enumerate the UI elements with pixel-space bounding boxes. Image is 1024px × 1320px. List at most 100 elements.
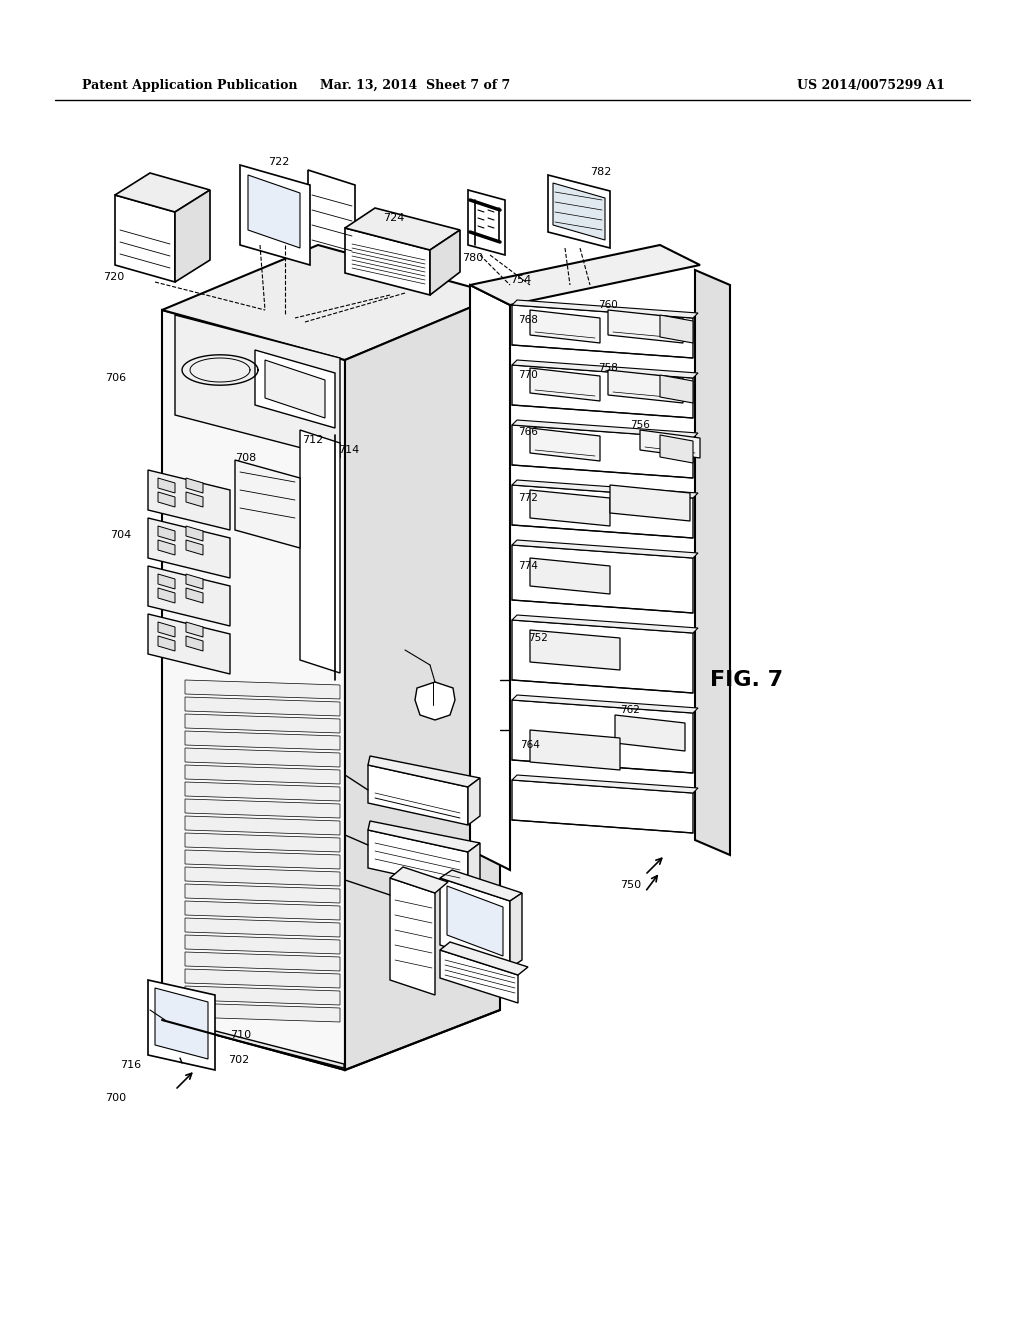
- Polygon shape: [148, 470, 230, 531]
- Polygon shape: [447, 886, 503, 956]
- Text: 710: 710: [230, 1030, 251, 1040]
- Polygon shape: [512, 366, 693, 418]
- Text: 754: 754: [510, 275, 531, 285]
- Polygon shape: [186, 587, 203, 603]
- Text: 752: 752: [528, 634, 548, 643]
- Polygon shape: [468, 190, 505, 255]
- Polygon shape: [186, 478, 203, 492]
- Text: FIG. 7: FIG. 7: [710, 671, 783, 690]
- Text: US 2014/0075299 A1: US 2014/0075299 A1: [797, 78, 945, 91]
- Polygon shape: [248, 176, 300, 248]
- Polygon shape: [185, 935, 340, 954]
- Polygon shape: [158, 587, 175, 603]
- Polygon shape: [415, 682, 455, 719]
- Polygon shape: [345, 228, 430, 294]
- Text: Patent Application Publication: Patent Application Publication: [82, 78, 298, 91]
- Polygon shape: [530, 730, 620, 770]
- Polygon shape: [186, 622, 203, 638]
- Text: 714: 714: [338, 445, 359, 455]
- Polygon shape: [470, 246, 700, 305]
- Polygon shape: [512, 425, 693, 478]
- Text: 702: 702: [228, 1055, 249, 1065]
- Polygon shape: [186, 492, 203, 507]
- Polygon shape: [185, 917, 340, 937]
- Text: 720: 720: [103, 272, 124, 282]
- Polygon shape: [148, 566, 230, 626]
- Polygon shape: [608, 370, 683, 403]
- Polygon shape: [162, 246, 500, 360]
- Text: Mar. 13, 2014  Sheet 7 of 7: Mar. 13, 2014 Sheet 7 of 7: [319, 78, 510, 91]
- Polygon shape: [512, 615, 698, 634]
- Polygon shape: [186, 574, 203, 589]
- Polygon shape: [185, 766, 340, 784]
- Text: 722: 722: [268, 157, 290, 168]
- Polygon shape: [158, 478, 175, 492]
- Polygon shape: [512, 360, 698, 378]
- Polygon shape: [368, 756, 480, 787]
- Polygon shape: [185, 697, 340, 715]
- Text: 706: 706: [105, 374, 126, 383]
- Polygon shape: [158, 574, 175, 589]
- Polygon shape: [512, 780, 693, 833]
- Text: 766: 766: [518, 426, 538, 437]
- Polygon shape: [185, 969, 340, 987]
- Polygon shape: [660, 315, 693, 343]
- Polygon shape: [300, 430, 340, 673]
- Polygon shape: [185, 714, 340, 733]
- Polygon shape: [185, 884, 340, 903]
- Text: 774: 774: [518, 561, 538, 572]
- Text: 750: 750: [620, 880, 641, 890]
- Polygon shape: [185, 781, 340, 801]
- Polygon shape: [185, 748, 340, 767]
- Polygon shape: [512, 305, 693, 358]
- Polygon shape: [186, 525, 203, 541]
- Polygon shape: [185, 1003, 340, 1022]
- Polygon shape: [530, 310, 600, 343]
- Polygon shape: [530, 558, 610, 594]
- Polygon shape: [440, 870, 522, 902]
- Polygon shape: [695, 271, 730, 855]
- Polygon shape: [186, 636, 203, 651]
- Polygon shape: [512, 420, 698, 438]
- Polygon shape: [608, 310, 683, 343]
- Polygon shape: [470, 285, 510, 870]
- Polygon shape: [185, 867, 340, 886]
- Polygon shape: [240, 165, 310, 265]
- Polygon shape: [390, 867, 449, 894]
- Text: 768: 768: [518, 315, 538, 325]
- Text: 780: 780: [462, 253, 483, 263]
- Text: 762: 762: [620, 705, 640, 715]
- Polygon shape: [640, 430, 700, 458]
- Polygon shape: [115, 195, 175, 282]
- Polygon shape: [548, 176, 610, 248]
- Polygon shape: [530, 428, 600, 461]
- Text: 700: 700: [105, 1093, 126, 1104]
- Polygon shape: [368, 766, 468, 825]
- Polygon shape: [185, 731, 340, 750]
- Polygon shape: [512, 696, 698, 713]
- Polygon shape: [512, 480, 698, 498]
- Polygon shape: [660, 436, 693, 463]
- Polygon shape: [162, 310, 345, 1071]
- Polygon shape: [158, 540, 175, 554]
- Polygon shape: [148, 979, 215, 1071]
- Polygon shape: [530, 630, 620, 671]
- Polygon shape: [530, 490, 610, 525]
- Polygon shape: [468, 843, 480, 890]
- Polygon shape: [553, 183, 605, 240]
- Polygon shape: [440, 950, 518, 1003]
- Polygon shape: [512, 545, 693, 612]
- Text: 704: 704: [110, 531, 131, 540]
- Text: 764: 764: [520, 741, 540, 750]
- Polygon shape: [158, 636, 175, 651]
- Polygon shape: [512, 540, 698, 558]
- Polygon shape: [185, 902, 340, 920]
- Polygon shape: [660, 375, 693, 403]
- Text: 772: 772: [518, 492, 538, 503]
- Polygon shape: [155, 987, 208, 1059]
- Polygon shape: [510, 894, 522, 968]
- Polygon shape: [512, 300, 698, 318]
- Polygon shape: [345, 294, 500, 1071]
- Polygon shape: [185, 816, 340, 836]
- Polygon shape: [610, 484, 690, 521]
